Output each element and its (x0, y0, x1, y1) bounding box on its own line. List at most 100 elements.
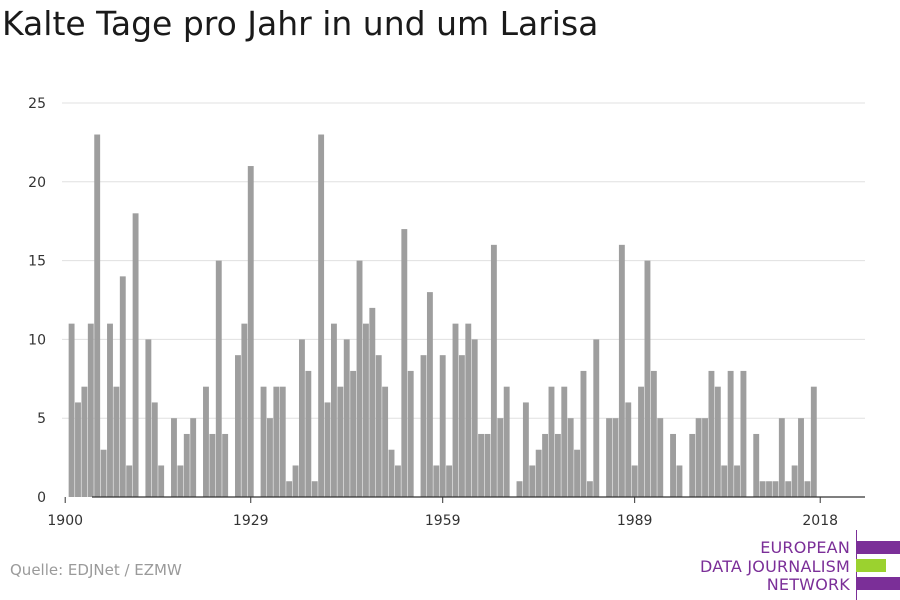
bar-1988 (625, 402, 632, 497)
bar-1983 (593, 339, 600, 497)
bar-1913 (145, 339, 152, 497)
bar-2011 (772, 481, 779, 497)
axes (64, 496, 865, 503)
bar-1933 (273, 386, 280, 497)
bar-1915 (158, 465, 165, 497)
source-note: Quelle: EDJNet / EZMW (10, 561, 182, 579)
bar-1908 (113, 386, 120, 497)
bar-1942 (330, 323, 337, 497)
bar-1982 (586, 481, 593, 497)
bar-1993 (657, 418, 664, 497)
bar-1990 (638, 386, 644, 497)
bar-2015 (798, 418, 804, 497)
bar-1939 (311, 481, 318, 497)
bar-1901 (68, 323, 75, 497)
bar-1937 (298, 339, 305, 497)
bars (68, 134, 817, 498)
y-tick-label-0: 0 (37, 490, 46, 506)
bar-1959 (439, 355, 446, 497)
bar-1919 (183, 433, 190, 497)
y-tick-label-5: 5 (37, 411, 46, 427)
bar-1929 (247, 166, 254, 498)
bar-1974 (535, 449, 542, 497)
logo-bar-bottom (856, 577, 900, 590)
bar-1918 (177, 465, 184, 497)
bar-1920 (190, 418, 197, 497)
bar-2012 (778, 418, 785, 497)
bar-1940 (318, 134, 325, 497)
bar-1941 (324, 402, 331, 497)
bar-1958 (433, 465, 440, 497)
bar-1996 (676, 465, 683, 497)
bar-1934 (279, 386, 286, 497)
x-tick-labels: 1900 1929 1959 1989 2018 (47, 513, 838, 529)
bar-1971 (516, 481, 523, 497)
logo-line-european: EUROPEAN (760, 538, 850, 557)
logo-line-network: NETWORK (766, 575, 850, 594)
x-tick-label-1900: 1900 (47, 513, 83, 529)
bar-1907 (107, 323, 113, 497)
bar-1925 (222, 433, 229, 497)
bar-1902 (75, 402, 81, 497)
bar-1950 (382, 386, 389, 497)
bar-1924 (215, 260, 222, 497)
x-tick-label-1929: 1929 (233, 513, 269, 529)
bar-1923 (209, 433, 216, 497)
bar-1980 (574, 449, 581, 497)
bar-1938 (305, 370, 312, 497)
bar-2013 (785, 481, 792, 497)
bar-2004 (727, 370, 734, 497)
bar-1954 (407, 370, 414, 497)
bar-1903 (81, 386, 88, 497)
bar-1985 (606, 418, 613, 497)
x-tick-label-1959: 1959 (425, 513, 461, 529)
bar-1965 (478, 433, 485, 497)
bar-1956 (420, 355, 427, 497)
bar-1946 (356, 260, 363, 497)
bar-1935 (286, 481, 293, 497)
bar-1967 (490, 244, 497, 497)
bar-1975 (542, 433, 549, 497)
x-tick-label-1989: 1989 (617, 513, 653, 529)
bar-1960 (446, 465, 453, 497)
bar-1943 (337, 386, 344, 497)
bar-1998 (689, 433, 696, 497)
bar-1986 (612, 418, 619, 497)
bar-1948 (369, 307, 376, 497)
bar-1952 (394, 465, 401, 497)
bar-1928 (241, 323, 248, 497)
bar-1995 (670, 433, 676, 497)
bar-2008 (753, 433, 760, 497)
bar-1969 (503, 386, 510, 497)
bar-2005 (734, 465, 740, 497)
bar-1922 (203, 386, 209, 497)
bar-1944 (343, 339, 350, 497)
y-tick-label-10: 10 (28, 332, 46, 348)
y-tick-labels: 0 5 10 15 20 25 (28, 96, 46, 506)
bar-1951 (388, 449, 395, 497)
bar-1932 (267, 418, 273, 497)
bar-2017 (810, 386, 817, 497)
bar-1914 (151, 402, 158, 497)
bar-1945 (350, 370, 357, 497)
bar-1979 (567, 418, 574, 497)
bar-1911 (132, 213, 139, 497)
bar-1905 (94, 134, 101, 497)
bar-2003 (721, 465, 728, 497)
bar-2000 (702, 418, 708, 497)
edjnet-logo: EUROPEAN DATA JOURNALISM NETWORK (700, 530, 900, 600)
bar-2009 (759, 481, 766, 497)
bar-1973 (529, 465, 536, 497)
x-tick-label-2018: 2018 (802, 513, 838, 529)
bar-1927 (235, 355, 241, 497)
bar-2016 (804, 481, 811, 497)
bar-2001 (708, 370, 715, 497)
bar-1968 (497, 418, 504, 497)
bar-1981 (580, 370, 587, 497)
bar-1904 (87, 323, 94, 497)
bar-1931 (260, 386, 267, 497)
y-tick-label-25: 25 (28, 96, 46, 112)
bar-1910 (126, 465, 133, 497)
bar-1977 (554, 433, 561, 497)
bar-1966 (484, 433, 491, 497)
